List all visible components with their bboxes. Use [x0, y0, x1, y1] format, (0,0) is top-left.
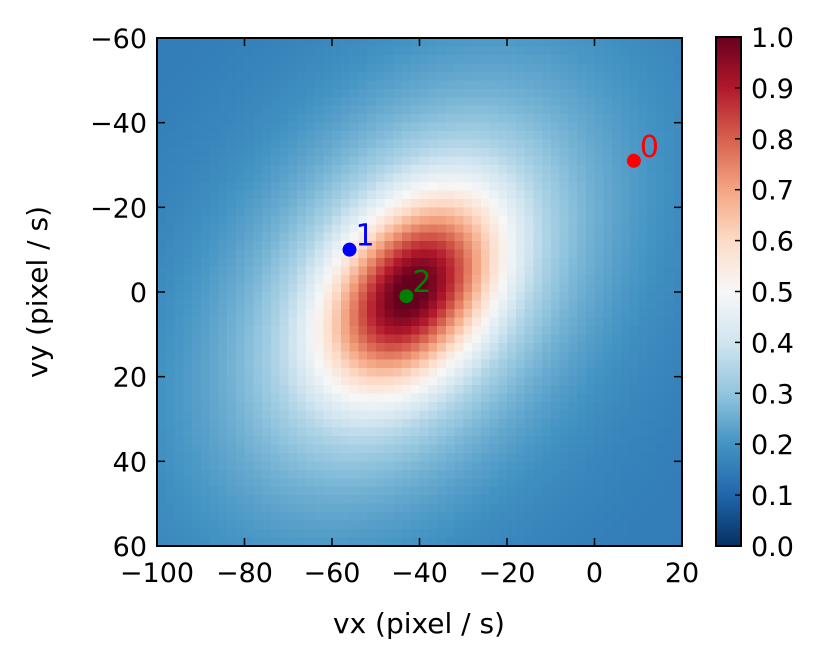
x-tick-label: −60: [304, 558, 361, 589]
colorbar-tick-label: 0.9: [751, 74, 794, 105]
point-label-1: 1: [356, 219, 375, 254]
x-tick-label: −100: [120, 558, 194, 589]
colorbar-tick-label: 0.5: [751, 278, 794, 309]
x-tick-label: −20: [479, 558, 536, 589]
x-tick-label: −40: [391, 558, 448, 589]
y-axis-title: vy (pixel / s): [21, 206, 54, 378]
colorbar-tick-label: 0.0: [751, 532, 794, 563]
x-tick-label: −80: [216, 558, 273, 589]
y-tick-label: −20: [90, 193, 147, 224]
colorbar-tick-label: 0.8: [751, 125, 794, 156]
colorbar-tick-label: 1.0: [751, 23, 794, 54]
colorbar-axis: 0.0 0.1 0.2 0.3 0.4 0.5 0.6 0.7 0.8 0.9 1.0: [735, 23, 794, 563]
colorbar-tick-label: 0.1: [751, 481, 794, 512]
point-marker-0: [626, 153, 641, 168]
colorbar-tick-label: 0.7: [751, 176, 794, 207]
colorbar-tick-label: 0.6: [751, 227, 794, 258]
y-tick-label: −40: [90, 109, 147, 140]
x-tick-label: 20: [665, 558, 699, 589]
y-tick-label: 0: [130, 278, 147, 309]
y-tick-label: −60: [90, 24, 147, 55]
heatmap: [157, 38, 682, 546]
y-tick-label: 40: [113, 447, 147, 478]
point-marker-1: [342, 242, 357, 257]
x-axis-title: vx (pixel / s): [333, 607, 505, 640]
y-tick-label: 20: [113, 363, 147, 394]
x-axis: −100 −80 −60 −40 −20 0 20: [120, 38, 699, 589]
point-label-0: 0: [640, 130, 659, 165]
marked-points: 0 1 2: [342, 130, 659, 304]
colorbar-tick-label: 0.2: [751, 430, 794, 461]
x-tick-label: 0: [586, 558, 603, 589]
colorbar-tick-label: 0.4: [751, 328, 794, 359]
y-tick-label: 60: [113, 532, 147, 563]
colorbar-tick-label: 0.3: [751, 379, 794, 410]
point-marker-2: [399, 289, 414, 304]
point-label-2: 2: [412, 265, 431, 300]
